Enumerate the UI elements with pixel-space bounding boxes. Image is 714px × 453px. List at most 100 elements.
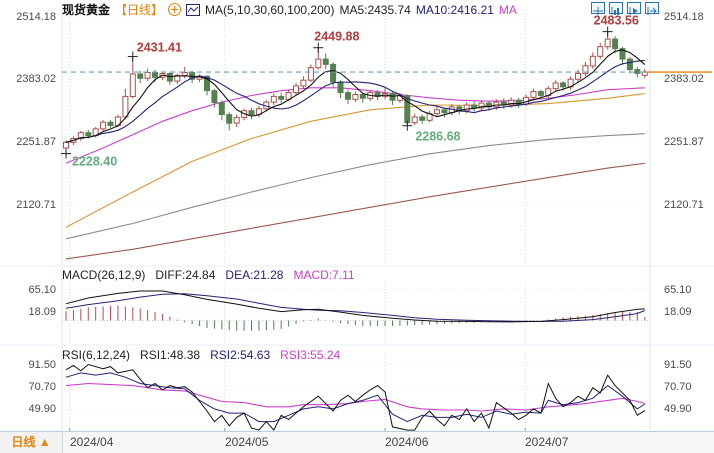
- candle-up: [129, 73, 136, 97]
- y-axis-label: 49.90: [28, 402, 56, 415]
- chart-header: 现货黄金 【日线】 MA(5,10,30,60,100,200) MA5:243…: [62, 2, 517, 18]
- ma-more-value: MA: [498, 2, 517, 17]
- y-axis-label: 2120.71: [16, 198, 56, 211]
- y-axis-label: 2383.02: [16, 73, 56, 86]
- y-axis-label: 2514.18: [664, 10, 704, 23]
- candle-down: [137, 73, 144, 79]
- y-axis-label: 2120.71: [664, 198, 704, 211]
- candle-up: [589, 55, 596, 67]
- candle-up: [530, 91, 537, 98]
- candle-down: [278, 95, 285, 100]
- rsi2-value: RSI2:54.63: [210, 348, 271, 362]
- candle-up: [122, 95, 129, 118]
- candle-down: [537, 91, 544, 96]
- candle-down: [211, 90, 218, 104]
- rsi1-line: [65, 363, 646, 431]
- y-axis-label: 91.50: [28, 358, 56, 371]
- range-stats-icon[interactable]: [609, 2, 623, 15]
- crosshair-icon[interactable]: [591, 2, 605, 15]
- candle-up: [270, 95, 277, 103]
- candle-down: [85, 132, 92, 137]
- candle-up: [582, 65, 589, 74]
- rsi2-line: [65, 372, 646, 423]
- candle-up: [478, 102, 485, 109]
- candle-up: [307, 67, 314, 81]
- chart-toolbar: [591, 2, 659, 15]
- candle-up: [641, 71, 648, 76]
- macd-header: MACD(26,12,9) DIFF:24.84 DEA:21.28 MACD:…: [62, 268, 355, 282]
- ma60-line: [65, 92, 645, 228]
- candle-up: [144, 72, 151, 79]
- macd-dea-line: [65, 293, 645, 322]
- candle-down: [612, 38, 619, 50]
- x-axis-label: 2024/05: [225, 435, 269, 449]
- candle-up: [77, 132, 84, 139]
- ma-settings-label: MA(5,10,30,60,100,200): [205, 2, 335, 17]
- y-axis-label: 65.10: [28, 283, 56, 296]
- candle-down: [218, 102, 225, 115]
- price-annotation: 2431.41: [137, 41, 182, 55]
- ma5-line: [65, 49, 646, 143]
- playback-icon[interactable]: [627, 2, 641, 15]
- candle-down: [471, 104, 478, 109]
- candle-down: [345, 92, 351, 100]
- candle-up: [174, 74, 181, 82]
- candle-down: [389, 93, 396, 101]
- candle-down: [107, 121, 114, 126]
- candle-up: [434, 109, 440, 115]
- candle-up: [181, 72, 188, 76]
- candle-up: [411, 116, 418, 124]
- y-axis-label: 2251.87: [16, 135, 56, 148]
- y-axis-label: 2383.02: [664, 73, 704, 86]
- macd-macd-value: MACD:7.11: [293, 268, 355, 282]
- period-tag[interactable]: 【日线】: [115, 3, 164, 17]
- price-annotation: 2286.68: [415, 130, 460, 144]
- ma10-value: MA10:2416.21: [415, 2, 494, 17]
- popout-icon[interactable]: [645, 2, 659, 15]
- x-axis-label: 2024/06: [385, 435, 429, 449]
- y-axis-label: 70.70: [28, 380, 56, 393]
- add-indicator-icon[interactable]: [168, 3, 182, 16]
- candle-down: [166, 73, 173, 82]
- candle-up: [293, 85, 299, 94]
- rsi1-value: RSI1:48.38: [140, 348, 201, 362]
- candle-up: [575, 73, 581, 80]
- rsi3-line: [65, 382, 645, 412]
- rsi3-value: RSI3:55.24: [280, 348, 341, 362]
- price-annotation: 2228.40: [72, 155, 117, 169]
- candle-up: [552, 82, 559, 90]
- candle-up: [100, 121, 107, 130]
- macd-diff-value: DIFF:24.84: [155, 268, 216, 282]
- candle-up: [508, 99, 515, 106]
- candle-down: [619, 48, 626, 60]
- candle-down: [330, 63, 337, 83]
- candle-down: [419, 116, 426, 121]
- macd-dea-value: DEA:21.28: [225, 268, 284, 282]
- x-axis-label: 2024/07: [525, 435, 569, 449]
- candle-down: [359, 94, 366, 99]
- candle-up: [604, 38, 611, 48]
- rsi-settings-label: RSI(6,12,24): [62, 348, 131, 362]
- candle-up: [463, 104, 470, 112]
- macd-diff-line: [65, 290, 645, 323]
- y-axis-label: 18.09: [28, 305, 56, 318]
- period-tab-daily[interactable]: 日线 ▲: [0, 432, 63, 453]
- candle-down: [441, 109, 448, 114]
- candle-down: [152, 72, 158, 78]
- kline-chart-icon[interactable]: [186, 3, 201, 16]
- candle-down: [337, 81, 344, 94]
- ma200-line: [65, 162, 645, 260]
- rsi-header: RSI(6,12,24) RSI1:48.38 RSI2:54.63 RSI3:…: [62, 348, 341, 362]
- y-axis-label: 2251.87: [664, 135, 704, 148]
- symbol-title: 现货黄金: [62, 3, 111, 17]
- candle-down: [248, 110, 255, 115]
- price-annotation: 2483.56: [594, 14, 639, 28]
- y-axis-label: 18.09: [664, 305, 692, 318]
- ma10-line: [65, 59, 645, 143]
- y-axis-label: 2514.18: [16, 10, 56, 23]
- y-axis-label: 49.90: [664, 402, 692, 415]
- candle-down: [226, 114, 233, 124]
- candle-up: [233, 116, 240, 124]
- bottom-bar: 日线 ▲ 2024/04 2024/05 2024/06 2024/07: [0, 431, 714, 453]
